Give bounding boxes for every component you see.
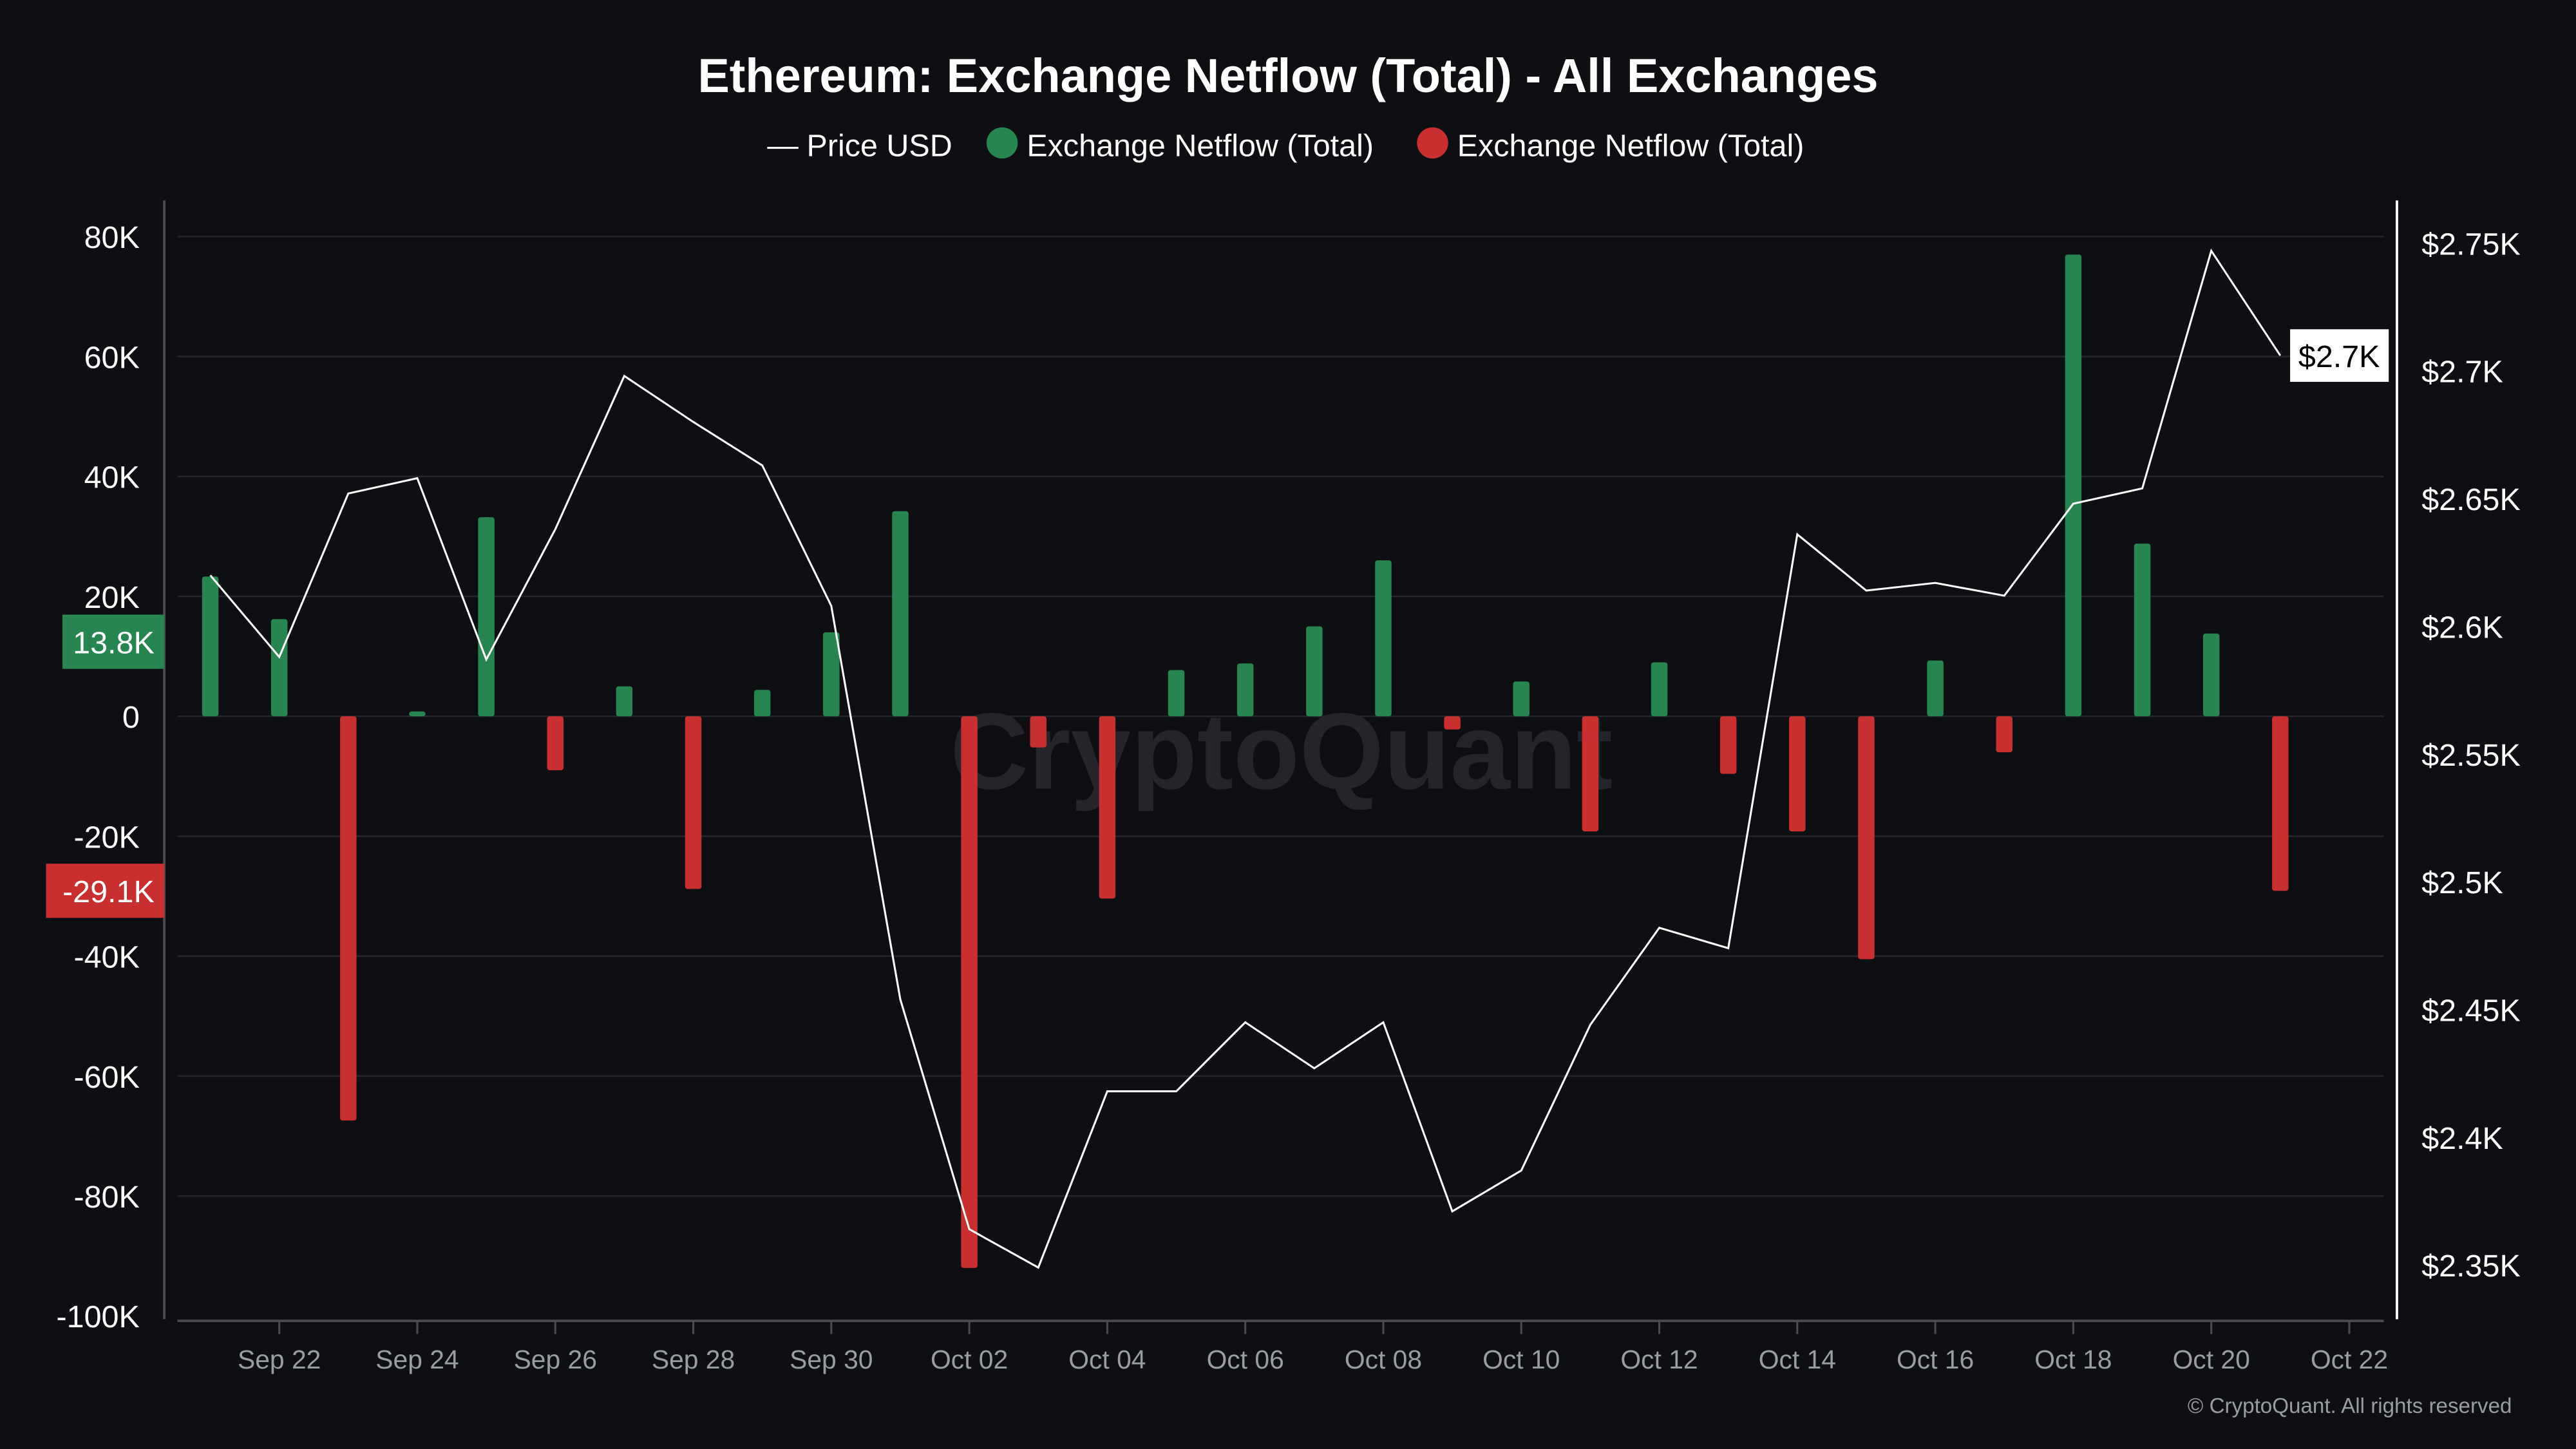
left-axis-tick-label: 0 (122, 700, 140, 735)
netflow-bar-positive (409, 711, 426, 717)
netflow-bar-negative (2272, 716, 2289, 891)
legend-label-price[interactable]: Price USD (807, 128, 952, 163)
netflow-bar-negative (1719, 716, 1737, 774)
legend-label-netflow-negative[interactable]: Exchange Netflow (Total) (1457, 128, 1804, 163)
gridlines (177, 236, 2384, 1197)
netflow-bar-positive (1927, 660, 1944, 717)
last-value-negative-label: -29.1K (62, 875, 155, 909)
netflow-bar-positive (1168, 670, 1185, 717)
netflow-bar-positive (478, 517, 495, 717)
netflow-bar-negative (1099, 716, 1116, 899)
x-axis-tick-label: Oct 04 (1068, 1345, 1146, 1374)
netflow-bar-negative (1858, 716, 1875, 960)
price-line (209, 248, 2282, 1269)
left-axis-tick-label: -40K (73, 940, 139, 975)
x-axis-tick-label: Oct 16 (1897, 1345, 1974, 1374)
bars (202, 254, 2289, 1268)
x-axis-tick-label: Oct 10 (1482, 1345, 1560, 1374)
left-axis-tick-label: -20K (73, 820, 139, 855)
left-axis-tick-label: 80K (84, 220, 140, 255)
netflow-bar-positive (1375, 560, 1392, 717)
legend: Price USD Exchange Netflow (Total) Excha… (767, 127, 1804, 163)
x-axis-tick-label: Oct 18 (2034, 1345, 2112, 1374)
netflow-bar-negative (340, 716, 357, 1121)
x-axis-tick-label: Oct 02 (931, 1345, 1008, 1374)
netflow-bar-positive (1236, 663, 1254, 717)
netflow-bar-positive (202, 576, 219, 717)
right-axis-tick-label: $2.55K (2421, 738, 2521, 773)
x-axis-tick-label: Sep 28 (652, 1345, 735, 1374)
left-axis-tick-label: -80K (73, 1180, 139, 1215)
netflow-bar-negative (1030, 716, 1046, 748)
legend-label-netflow-positive[interactable]: Exchange Netflow (Total) (1027, 128, 1374, 163)
right-axis-ticks: $2.75K $2.7K $2.65K $2.6K $2.55K $2.5K $2.45K $… (2421, 227, 2521, 1283)
netflow-bar-positive (1651, 662, 1668, 717)
x-axis-tick-label: Sep 24 (375, 1345, 459, 1374)
left-axis-tick-label: -60K (73, 1060, 139, 1095)
legend-red-dot-icon (1417, 127, 1448, 159)
right-axis-tick-label: $2.75K (2421, 227, 2521, 261)
right-axis-tick-label: $2.35K (2421, 1249, 2521, 1283)
x-axis-tick-label: Oct 08 (1345, 1345, 1422, 1374)
netflow-bar-positive (2202, 633, 2220, 717)
netflow-bar-positive (2134, 544, 2151, 717)
x-axis-tick-label: Sep 22 (238, 1345, 321, 1374)
last-price-label: $2.7K (2298, 339, 2380, 374)
netflow-bar-negative (547, 716, 564, 771)
netflow-bar-positive (1306, 626, 1323, 717)
x-axis-tick-label: Sep 30 (790, 1345, 873, 1374)
copyright: © CryptoQuant. All rights reserved (2188, 1394, 2512, 1418)
left-axis-tick-label: 20K (84, 580, 140, 615)
left-axis-tick-label: 40K (84, 460, 140, 495)
x-axis-ticks: Sep 22 Sep 24 Sep 26 Sep 28 Sep 30 Oct 02 Oct … (238, 1321, 2388, 1374)
right-axis-tick-label: $2.65K (2421, 482, 2521, 517)
netflow-bar-positive (823, 632, 840, 717)
netflow-bar-negative (1789, 716, 1806, 832)
x-axis-tick-label: Oct 20 (2173, 1345, 2250, 1374)
left-axis-tick-label: 60K (84, 340, 140, 375)
netflow-bar-positive (270, 619, 288, 717)
netflow-bar-negative (1582, 716, 1599, 832)
x-axis-tick-label: Oct 12 (1620, 1345, 1698, 1374)
left-axis-ticks: 80K 60K 40K 20K 0 -20K -40K -60K -80K -100K (57, 220, 140, 1334)
right-axis-tick-label: $2.4K (2421, 1121, 2503, 1156)
x-axis-tick-label: Sep 26 (514, 1345, 597, 1374)
x-axis-tick-label: Oct 22 (2311, 1345, 2388, 1374)
netflow-bar-positive (892, 511, 909, 717)
right-axis-tick-label: $2.6K (2421, 610, 2503, 645)
last-value-positive-label: 13.8K (73, 625, 155, 660)
right-axis-tick-label: $2.5K (2421, 866, 2503, 900)
price-line-group (209, 248, 2282, 1269)
legend-green-dot-icon (986, 127, 1018, 159)
netflow-bar-positive (616, 686, 633, 717)
last-value-positive-flag: 13.8K (62, 614, 165, 669)
last-price-flag: $2.7K (2290, 329, 2389, 382)
netflow-bar-negative (961, 716, 978, 1268)
chart-title: Ethereum: Exchange Netflow (Total) - All… (697, 49, 1878, 102)
netflow-bar-positive (753, 690, 771, 717)
netflow-bar-positive (2065, 254, 2082, 717)
last-value-negative-flag: -29.1K (46, 864, 165, 918)
watermark: CryptoQuant (950, 690, 1613, 811)
netflow-bar-negative (685, 716, 702, 889)
netflow-bar-negative (1444, 716, 1461, 730)
x-axis-tick-label: Oct 06 (1207, 1345, 1284, 1374)
right-axis-tick-label: $2.7K (2421, 355, 2503, 390)
netflow-bar-negative (1996, 716, 2012, 753)
left-axis-tick-label: -100K (57, 1300, 140, 1334)
right-axis-tick-label: $2.45K (2421, 993, 2521, 1028)
netflow-bar-positive (1513, 681, 1530, 717)
x-axis-tick-label: Oct 14 (1759, 1345, 1836, 1374)
